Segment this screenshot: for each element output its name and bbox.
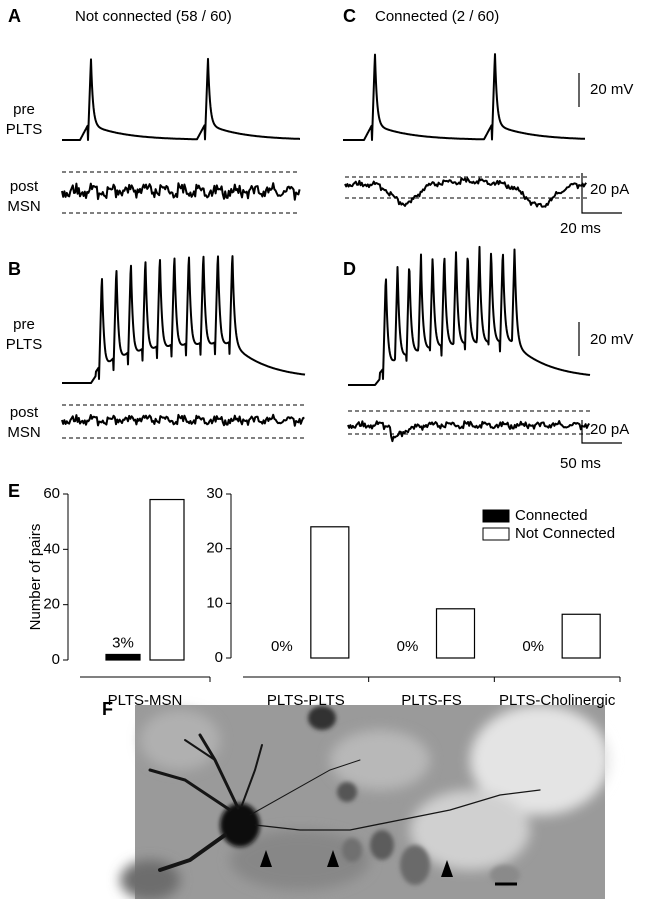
x-tick-label: PLTS-PLTS [267, 692, 345, 709]
bar [435, 608, 476, 659]
panel-f: F [102, 699, 610, 899]
x-tick-label: PLTS-Cholinergic [499, 692, 616, 709]
y-tick-label: 0 [215, 649, 223, 666]
y-tick-label: 20 [43, 596, 60, 613]
bar [149, 498, 185, 661]
row-label: MSN [7, 198, 40, 215]
voltage-trace [342, 53, 586, 141]
cells [220, 706, 520, 885]
value-label: 3% [112, 634, 134, 651]
panel-b: B pre PLTS post MSN [6, 259, 305, 441]
legend-swatch [482, 527, 510, 541]
panel-label: D [343, 259, 356, 279]
current-trace [347, 420, 591, 443]
row-label: pre [13, 101, 35, 118]
row-label: MSN [7, 424, 40, 441]
voltage-trace [61, 57, 301, 141]
panel-e: E [8, 481, 20, 501]
scale-label: 50 ms [560, 455, 601, 472]
voltage-trace [347, 245, 591, 386]
panel-label: A [8, 6, 21, 26]
dendrites [148, 733, 541, 872]
scale-label: 20 mV [590, 331, 633, 348]
scale-label: 20 pA [590, 421, 629, 438]
panel-label: E [8, 481, 20, 501]
current-trace [61, 413, 305, 427]
legend-label: Connected [515, 507, 588, 524]
legend-label: Not Connected [515, 525, 615, 542]
panel-title: Not connected (58 / 60) [75, 8, 232, 25]
value-label: 0% [522, 638, 544, 655]
panel-label: C [343, 6, 356, 26]
legend-swatch [482, 509, 510, 523]
scale-label: 20 mV [590, 81, 633, 98]
panel-d: D 20 mV 20 pA 50 ms [343, 259, 633, 472]
value-label: 0% [397, 638, 419, 655]
current-trace [61, 182, 301, 201]
bar [310, 526, 350, 659]
bar [105, 653, 141, 661]
row-label: PLTS [6, 336, 42, 353]
current-trace [344, 177, 588, 208]
scale-label: 20 ms [560, 220, 601, 237]
row-label: post [10, 178, 39, 195]
y-tick-label: 30 [206, 485, 223, 502]
panel-title: Connected (2 / 60) [375, 8, 499, 25]
bar [561, 613, 601, 659]
panel-c: C Connected (2 / 60) 20 mV 20 pA 20 ms [343, 6, 633, 237]
y-tick-label: 20 [206, 540, 223, 557]
row-label: PLTS [6, 121, 42, 138]
row-label: post [10, 404, 39, 421]
panel-a: A Not connected (58 / 60) pre PLTS post … [6, 6, 300, 215]
panel-label: F [102, 699, 113, 719]
row-label: pre [13, 316, 35, 333]
y-tick-label: 10 [206, 594, 223, 611]
x-tick-label: PLTS-FS [401, 692, 462, 709]
panel-label: B [8, 259, 21, 279]
micrograph-texture [120, 705, 610, 899]
scale-label: 20 pA [590, 181, 629, 198]
y-tick-label: 0 [52, 651, 60, 668]
y-tick-label: 60 [43, 485, 60, 502]
voltage-trace [61, 255, 306, 384]
value-label: 0% [271, 638, 293, 655]
arrowheads [260, 850, 453, 877]
y-tick-label: 40 [43, 540, 60, 557]
y-axis-label: Number of pairs [27, 524, 44, 631]
x-tick-label: PLTS-MSN [108, 692, 183, 709]
